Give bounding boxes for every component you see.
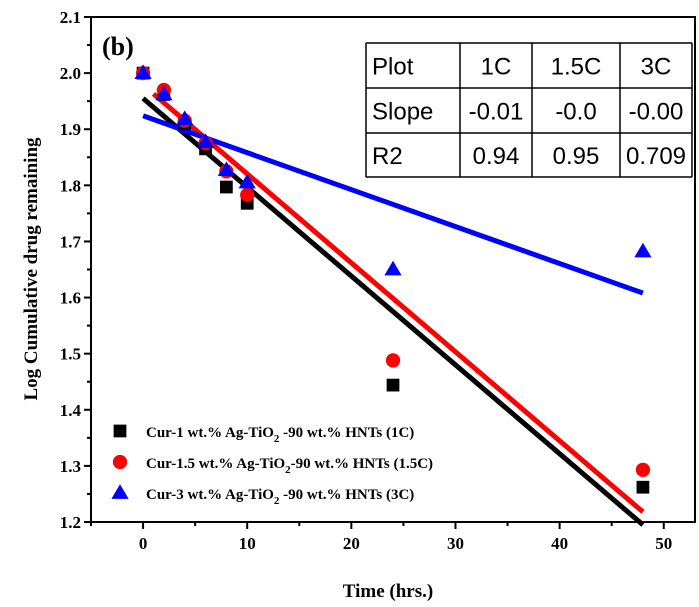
y-tick-label: 2.1 (60, 8, 81, 27)
table-cell: -0.00 (629, 99, 684, 126)
legend-marker-triangle (111, 484, 129, 499)
data-point-triangle (134, 64, 152, 79)
panel-label: (b) (102, 32, 134, 61)
data-point-triangle (155, 85, 173, 101)
y-tick-label: 1.3 (60, 457, 81, 476)
data-point-square (386, 378, 400, 392)
data-point-triangle (176, 110, 194, 125)
table-background (366, 43, 692, 177)
table-cell: -0.0 (555, 99, 596, 126)
x-tick-label: 40 (551, 534, 568, 553)
data-point-triangle (217, 161, 236, 177)
y-tick-label: 1.2 (60, 513, 81, 532)
x-tick-label: 0 (139, 534, 148, 553)
fit-line-circle (151, 91, 645, 514)
table-cell: 0.94 (473, 143, 520, 170)
table-row-header: Slope (372, 99, 433, 126)
x-axis-title: Time (hrs.) (343, 581, 433, 602)
legend-marker-circle (112, 454, 128, 470)
table-cell: 1.5C (551, 54, 602, 81)
x-tick-label: 10 (239, 534, 256, 553)
legend: Cur-1 wt.% Ag-TiO2 -90 wt.% HNTs (1C) Cur… (111, 424, 433, 507)
table-cell: 1C (481, 54, 512, 81)
legend-label: Cur-1.5 wt.% Ag-TiO2-90 wt.% HNTs (1.5C) (146, 456, 433, 476)
x-tick-label: 30 (447, 534, 464, 553)
data-point-circle (385, 353, 401, 368)
y-tick-label: 1.4 (60, 401, 82, 420)
data-point-square (636, 480, 650, 494)
legend-label: Cur-1 wt.% Ag-TiO2 -90 wt.% HNTs (1C) (146, 425, 414, 445)
y-tick-label: 1.9 (60, 120, 81, 139)
y-tick-label: 1.6 (60, 289, 81, 308)
table-row-header: Plot (372, 54, 414, 81)
y-axis-title: Log Cumulative drug remaining (21, 137, 42, 401)
data-point-triangle (634, 242, 652, 258)
fit-line-triangle (142, 113, 644, 296)
data-points (134, 64, 652, 494)
axes: 0 10 20 30 40 50 1.2 1.3 1.4 1.5 1.6 1.7 1.8 1.9 2.0 2.… (60, 8, 673, 553)
y-tick-label: 1.7 (60, 232, 82, 251)
data-point-triangle (384, 260, 402, 276)
legend-label: Cur-3 wt.% Ag-TiO2 -90 wt.% HNTs (3C) (146, 487, 414, 507)
data-point-triangle (196, 133, 215, 148)
table-cell: 3C (641, 54, 672, 81)
y-tick-label: 1.8 (60, 176, 81, 195)
data-point-square (220, 180, 233, 194)
table-row-header: R2 (372, 143, 403, 170)
y-tick-label: 2.0 (60, 64, 81, 83)
data-point-triangle (238, 173, 256, 189)
table-cell: 0.709 (626, 143, 686, 170)
legend-marker-square (113, 424, 127, 438)
data-point-circle (240, 187, 255, 202)
data-point-circle (635, 462, 651, 477)
table-cell: -0.01 (469, 99, 524, 126)
x-tick-label: 50 (655, 534, 672, 553)
y-tick-label: 1.5 (60, 345, 81, 364)
x-tick-label: 20 (343, 534, 360, 553)
stats-table: Plot 1C 1.5C 3C Slope -0.01 -0.0 -0.00 R2 0.94 0.9… (365, 42, 693, 178)
table-cell: 0.95 (553, 143, 600, 170)
